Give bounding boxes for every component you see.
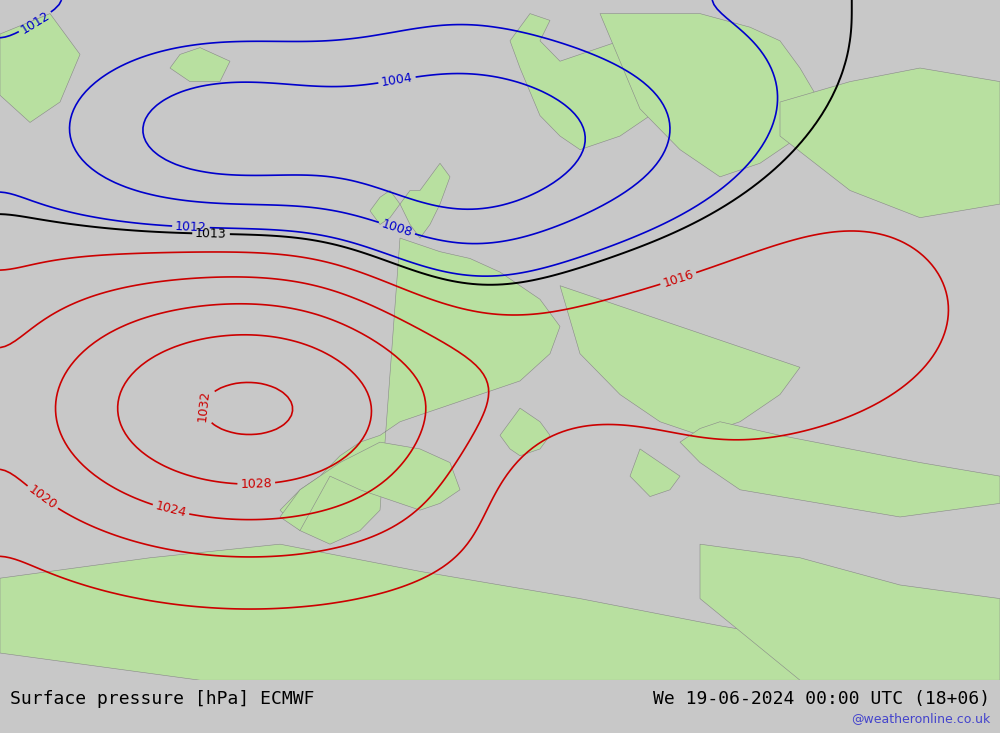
Text: @weatheronline.co.uk: @weatheronline.co.uk [851, 712, 990, 725]
Polygon shape [0, 544, 1000, 680]
Polygon shape [630, 449, 680, 496]
Polygon shape [600, 14, 820, 177]
Polygon shape [280, 442, 460, 531]
Polygon shape [170, 48, 230, 81]
Polygon shape [700, 544, 1000, 680]
Polygon shape [680, 421, 1000, 517]
Text: 1028: 1028 [240, 477, 272, 491]
Polygon shape [560, 286, 800, 435]
Text: 1024: 1024 [154, 500, 188, 520]
Text: Surface pressure [hPa] ECMWF: Surface pressure [hPa] ECMWF [10, 690, 314, 707]
Polygon shape [510, 14, 670, 150]
Text: 1008: 1008 [380, 217, 414, 239]
Polygon shape [400, 163, 450, 238]
Polygon shape [0, 14, 80, 122]
Polygon shape [780, 68, 1000, 218]
Text: 1016: 1016 [661, 268, 695, 290]
Text: 1004: 1004 [380, 71, 414, 89]
Text: 1032: 1032 [196, 390, 212, 423]
Text: 1012: 1012 [175, 220, 207, 234]
Polygon shape [280, 238, 560, 544]
Text: 1013: 1013 [195, 227, 227, 240]
Text: 1012: 1012 [18, 9, 52, 36]
Polygon shape [370, 191, 400, 224]
Polygon shape [500, 408, 550, 456]
Text: 1020: 1020 [26, 483, 59, 512]
Text: We 19-06-2024 00:00 UTC (18+06): We 19-06-2024 00:00 UTC (18+06) [653, 690, 990, 707]
